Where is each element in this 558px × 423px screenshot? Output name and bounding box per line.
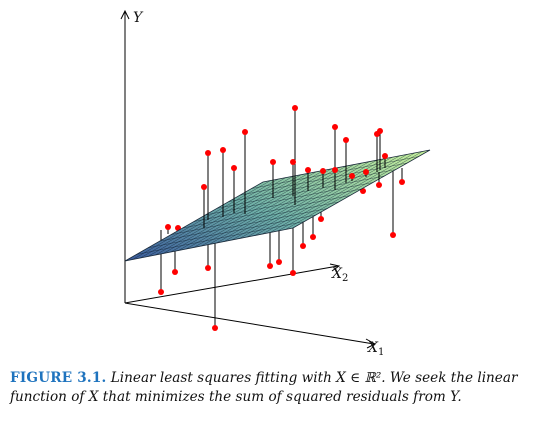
residuals-above-plane — [203, 108, 386, 228]
data-point — [390, 232, 396, 238]
plane-mesh-line — [147, 214, 316, 249]
data-point — [172, 269, 178, 275]
figure-caption: FIGURE 3.1. Linear least squares fitting… — [10, 369, 550, 407]
axis-x1 — [124, 302, 375, 345]
caption-label: FIGURE 3.1. — [10, 370, 107, 386]
data-point — [231, 165, 237, 171]
data-point — [270, 159, 276, 165]
data-point — [332, 124, 338, 130]
plane-mesh-line — [228, 169, 396, 202]
data-point — [205, 150, 211, 156]
plane-mesh-line — [159, 208, 328, 242]
data-point — [332, 167, 338, 173]
data-point — [242, 129, 248, 135]
axis-x2-arrow — [329, 263, 341, 272]
plane-mesh-line — [193, 188, 362, 222]
regression-figure: Y X 2 X 1 — [120, 9, 431, 358]
data-point — [276, 259, 282, 265]
axis-x2 — [124, 265, 339, 304]
caption-text: Linear least squares fitting with X ∈ ℝ²… — [10, 370, 518, 405]
data-point — [267, 263, 273, 269]
plane-mesh-line — [239, 162, 408, 196]
data-point — [305, 167, 311, 173]
axis-x1-arrow — [365, 338, 377, 349]
data-point — [318, 216, 324, 222]
axis-y-label: Y — [133, 10, 144, 26]
plane-mesh-line — [170, 201, 339, 235]
data-point — [292, 105, 298, 111]
axis-x1-label: X — [367, 340, 379, 356]
data-point — [205, 265, 211, 271]
data-point — [377, 128, 383, 134]
data-point — [158, 289, 164, 295]
axis-y-arrow — [120, 9, 130, 20]
data-point — [290, 270, 296, 276]
plane-mesh-line — [136, 221, 305, 255]
axis-x2-subscript: 2 — [342, 273, 348, 284]
data-point — [363, 169, 369, 175]
axis-x2-label: X — [331, 266, 343, 282]
data-point — [290, 159, 296, 165]
points-above-plane — [201, 105, 388, 190]
least-squares-plot: Y X 2 X 1 — [120, 9, 431, 358]
axes: Y X 2 X 1 — [120, 9, 384, 358]
data-point — [201, 184, 207, 190]
data-point — [212, 325, 218, 331]
data-point — [360, 188, 366, 194]
data-point — [165, 224, 171, 230]
regression-plane — [124, 149, 431, 262]
data-point — [310, 234, 316, 240]
plane-mesh-line — [205, 182, 373, 216]
data-point — [300, 243, 306, 249]
plane-mesh — [132, 151, 423, 260]
plane-mesh-line — [182, 195, 351, 229]
data-point — [220, 147, 226, 153]
data-point — [349, 173, 355, 179]
axis-x1-subscript: 1 — [378, 347, 384, 358]
data-point — [376, 182, 382, 188]
data-point — [382, 153, 388, 159]
data-point — [320, 168, 326, 174]
data-point — [343, 137, 349, 143]
data-point — [399, 179, 405, 185]
